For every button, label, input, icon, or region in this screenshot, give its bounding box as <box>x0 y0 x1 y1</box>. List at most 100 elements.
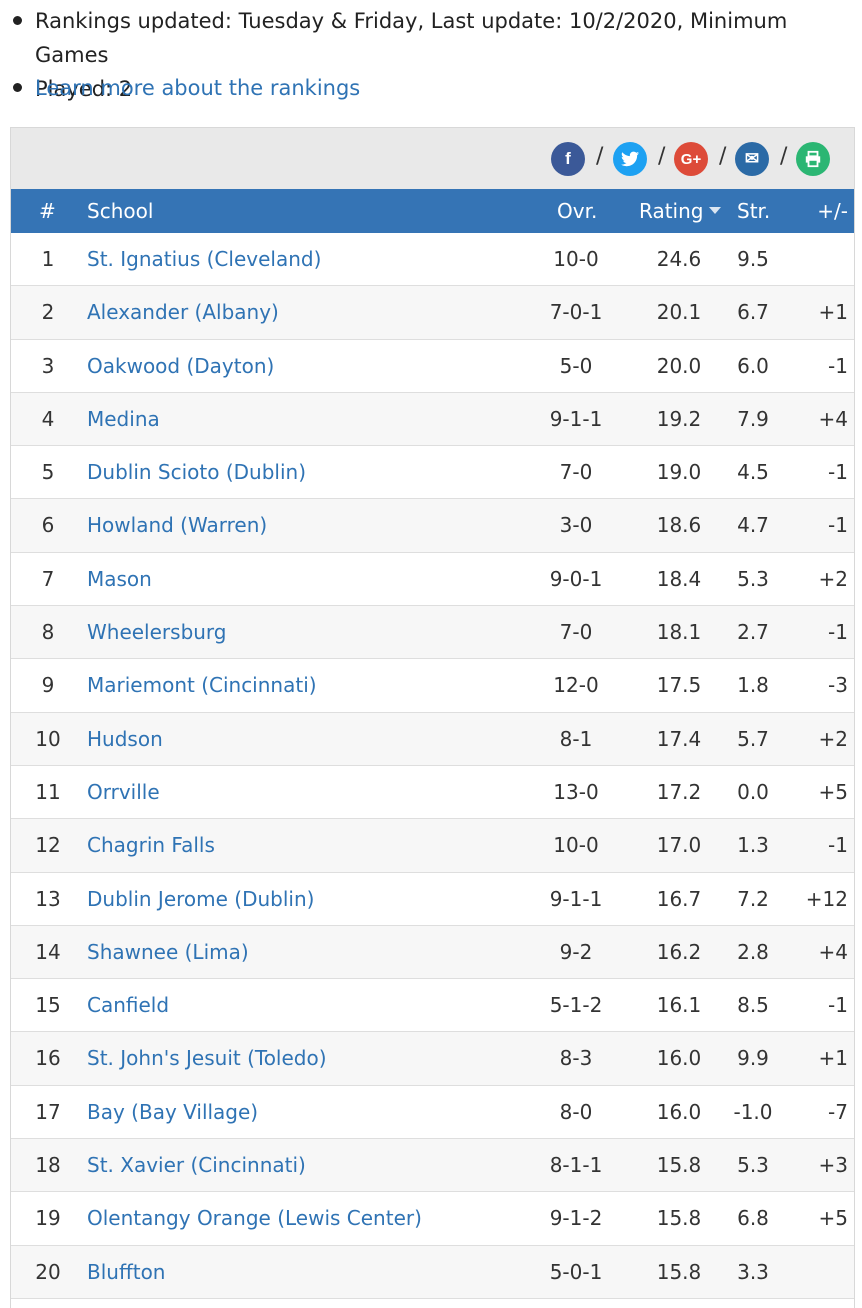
school-link[interactable]: Chagrin Falls <box>87 833 215 858</box>
rank-cell: 12 <box>35 833 61 858</box>
school-link[interactable]: St. Ignatius (Cleveland) <box>87 247 322 271</box>
learn-more-link[interactable]: Learn more about the rankings <box>35 76 361 100</box>
school-link[interactable]: Howland (Warren) <box>87 513 268 538</box>
overall-record-cell: 12-0 <box>553 673 599 698</box>
table-row: 7 Mason 9-0-1 18.4 5.3 +2 <box>11 553 854 607</box>
table-row: 16 St. John's Jesuit (Toledo) 8-3 16.0 9.9 +1 <box>11 1032 854 1086</box>
rating-cell: 17.2 <box>656 779 702 804</box>
rating-cell: 20.1 <box>656 300 702 325</box>
share-separator: / <box>596 144 604 169</box>
overall-record-cell: 9-1-2 <box>549 1206 603 1231</box>
header-ovr[interactable]: Ovr. <box>557 199 598 223</box>
header-plus-minus[interactable]: +/- <box>817 199 848 223</box>
rank-cell: 2 <box>41 300 55 325</box>
twitter-share-icon[interactable] <box>613 142 647 176</box>
overall-record-cell: 10-0 <box>553 833 599 858</box>
rank-cell: 13 <box>35 886 61 911</box>
school-link[interactable]: Shawnee (Lima) <box>87 939 249 964</box>
school-link[interactable]: Medina <box>87 406 160 431</box>
strength-cell: -1.0 <box>733 1099 773 1124</box>
rank-cell: 4 <box>41 406 55 431</box>
strength-cell: 6.0 <box>737 353 769 378</box>
school-link[interactable]: St. John's Jesuit (Toledo) <box>87 1046 327 1071</box>
school-link[interactable]: Bay (Bay Village) <box>87 1099 259 1124</box>
rank-cell: 17 <box>35 1099 61 1124</box>
plus-minus-cell: -1 <box>828 993 848 1018</box>
school-link[interactable]: Oakwood (Dayton) <box>87 353 275 378</box>
update-info: Rankings updated: Tuesday & Friday, Last… <box>35 4 862 106</box>
plus-minus-cell: +5 <box>818 1206 848 1231</box>
facebook-share-icon[interactable]: f <box>551 142 585 176</box>
school-link[interactable]: Bluffton <box>87 1259 166 1284</box>
table-row: 13 Dublin Jerome (Dublin) 9-1-1 16.7 7.2 +12 <box>11 873 854 926</box>
rank-cell: 18 <box>35 1153 61 1178</box>
strength-cell: 0.0 <box>737 779 769 804</box>
strength-cell: 8.5 <box>737 993 769 1018</box>
plus-minus-cell: +1 <box>818 300 848 325</box>
strength-cell: 5.3 <box>737 566 769 591</box>
sort-desc-icon <box>709 207 722 214</box>
table-row: 8 Wheelersburg 7-0 18.1 2.7 -1 <box>11 606 854 660</box>
rank-cell: 9 <box>41 673 55 698</box>
school-link[interactable]: Mason <box>87 566 152 591</box>
share-separator: / <box>780 144 788 169</box>
school-link[interactable]: Dublin Scioto (Dublin) <box>87 460 307 485</box>
overall-record-cell: 8-1-1 <box>549 1153 603 1178</box>
rank-cell: 7 <box>41 566 55 591</box>
plus-minus-cell: +5 <box>818 779 848 804</box>
printer-glyph <box>805 150 821 168</box>
table-row: 9 Mariemont (Cincinnati) 12-0 17.5 1.8 -3 <box>11 659 854 713</box>
header-str[interactable]: Str. <box>737 199 771 223</box>
facebook-glyph: f <box>565 149 571 168</box>
strength-cell: 7.2 <box>737 886 769 911</box>
strength-cell: 7.9 <box>737 406 769 431</box>
strength-cell: 6.7 <box>737 300 769 325</box>
overall-record-cell: 9-0-1 <box>549 566 603 591</box>
strength-cell: 1.8 <box>737 673 769 698</box>
email-glyph: ✉ <box>744 149 760 168</box>
school-link[interactable]: St. Xavier (Cincinnati) <box>87 1153 306 1178</box>
plus-minus-cell: -1 <box>828 620 848 645</box>
print-icon[interactable] <box>796 142 830 176</box>
plus-minus-cell: -1 <box>828 513 848 538</box>
rank-cell: 11 <box>35 779 61 804</box>
strength-cell: 5.3 <box>737 1153 769 1178</box>
header-rank[interactable]: # <box>39 199 56 223</box>
overall-record-cell: 7-0-1 <box>549 300 603 325</box>
plus-minus-cell: -1 <box>828 460 848 485</box>
plus-minus-cell: +2 <box>818 566 848 591</box>
plus-minus-cell: +4 <box>818 406 848 431</box>
overall-record-cell: 8-3 <box>559 1046 593 1071</box>
share-toolbar: f / / G+ / ✉ / <box>11 128 854 189</box>
school-link[interactable]: Orrville <box>87 779 160 804</box>
header-rating[interactable]: Rating <box>639 189 722 233</box>
google-plus-share-icon[interactable]: G+ <box>674 142 708 176</box>
table-row: 4 Medina 9-1-1 19.2 7.9 +4 <box>11 392 854 447</box>
school-link[interactable]: Alexander (Albany) <box>87 300 279 325</box>
rank-cell: 6 <box>41 513 55 538</box>
rating-cell: 18.4 <box>656 566 702 591</box>
table-row: 15 Canfield 5-1-2 16.1 8.5 -1 <box>11 979 854 1033</box>
table-row: 14 Shawnee (Lima) 9-2 16.2 2.8 +4 <box>11 925 854 980</box>
strength-cell: 3.3 <box>737 1259 769 1284</box>
school-link[interactable]: Hudson <box>87 726 163 751</box>
overall-record-cell: 7-0 <box>559 620 593 645</box>
school-link[interactable]: Mariemont (Cincinnati) <box>87 673 317 698</box>
table-row: 20 Bluffton 5-0-1 15.8 3.3 <box>11 1245 854 1299</box>
email-share-icon[interactable]: ✉ <box>735 142 769 176</box>
plus-minus-cell: +4 <box>818 939 848 964</box>
school-link[interactable]: Olentangy Orange (Lewis Center) <box>87 1206 422 1231</box>
rank-cell: 10 <box>35 726 61 751</box>
table-row: 12 Chagrin Falls 10-0 17.0 1.3 -1 <box>11 819 854 873</box>
school-link[interactable]: Wheelersburg <box>87 620 227 645</box>
rating-cell: 17.0 <box>656 833 702 858</box>
overall-record-cell: 9-1-1 <box>549 886 603 911</box>
header-school[interactable]: School <box>87 199 154 223</box>
plus-minus-cell: -3 <box>828 673 848 698</box>
school-link[interactable]: Canfield <box>87 993 170 1018</box>
table-row: 18 St. Xavier (Cincinnati) 8-1-1 15.8 5.3 +3 <box>11 1139 854 1193</box>
overall-record-cell: 8-1 <box>559 726 593 751</box>
google-plus-glyph: G+ <box>680 150 702 168</box>
school-link[interactable]: Dublin Jerome (Dublin) <box>87 886 315 911</box>
rank-cell: 16 <box>35 1046 61 1071</box>
